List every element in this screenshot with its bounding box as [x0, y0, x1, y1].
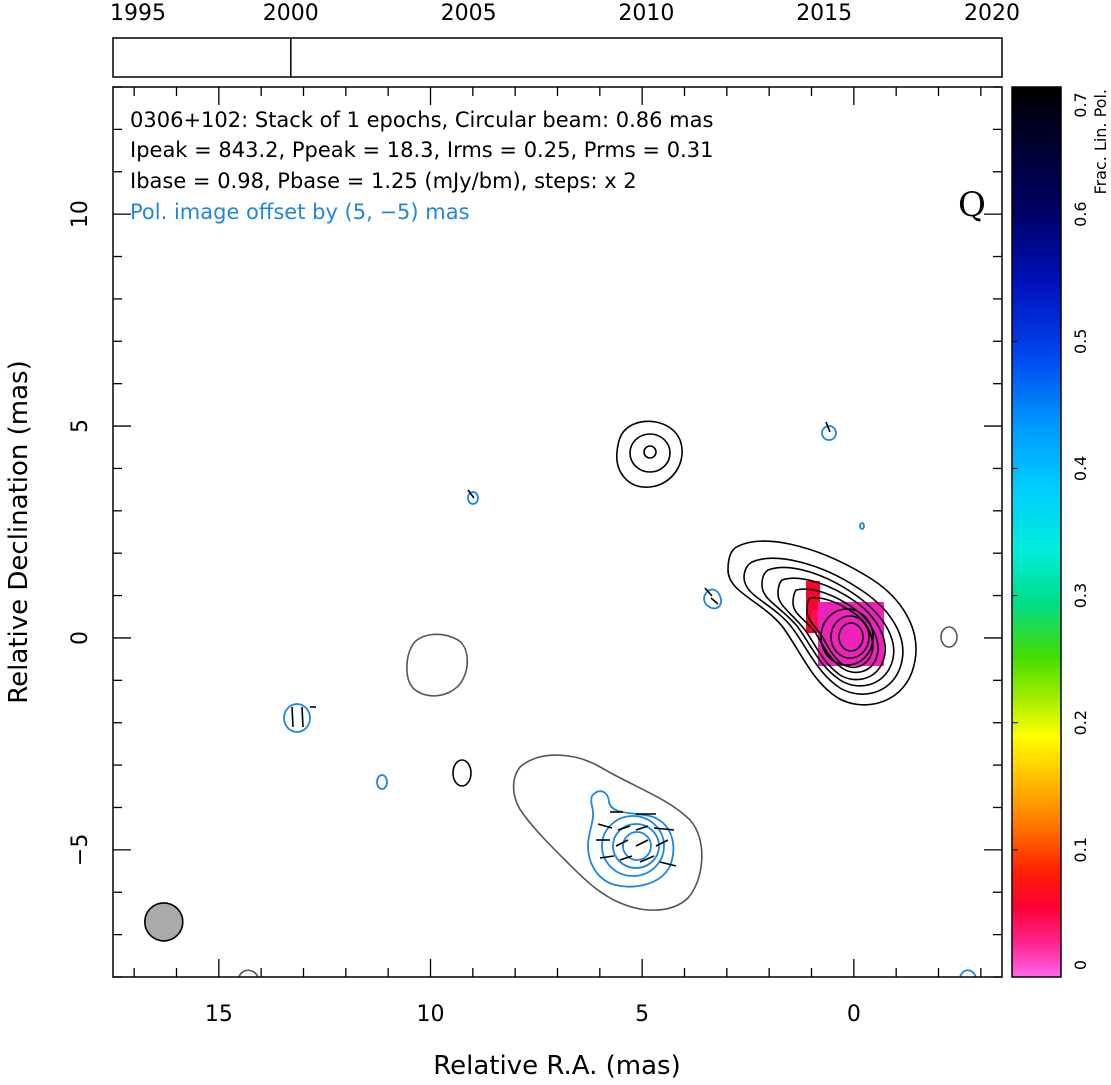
timeline-box — [112, 37, 1003, 78]
evpa-19 — [704, 587, 713, 597]
info-line-1: 0306+102: Stack of 1 epochs, Circular be… — [130, 108, 713, 132]
x-axis-title: Relative R.A. (mas) — [433, 1051, 680, 1081]
y-tick-label: 10 — [68, 200, 93, 228]
colorbar-tick-label: 0 — [1071, 960, 1090, 970]
evpa-15 — [291, 706, 294, 728]
pol-contour-blob-mid — [703, 588, 722, 610]
info-line-3: Ibase = 0.98, Pbase = 1.25 (mJy/bm), ste… — [130, 169, 637, 193]
evpa-21 — [825, 421, 831, 433]
low-level-contours — [238, 626, 958, 977]
pol-contour-blob-top — [467, 491, 479, 505]
colorbar-gradient — [1011, 86, 1062, 978]
core-contour-1 — [727, 540, 917, 706]
evpa-vectors — [291, 421, 831, 867]
evpa-5 — [635, 825, 649, 831]
timeline-year-label: 2015 — [796, 1, 852, 26]
colorbar-ticks: 0 0.1 0.2 0.3 0.4 0.5 0.6 0.7 — [1012, 86, 1090, 978]
polarization-contours — [283, 425, 977, 977]
core-contour-4 — [777, 577, 886, 681]
colorbar-tick-label: 0.4 — [1071, 456, 1090, 481]
core-contour-7 — [820, 608, 874, 666]
evpa-6 — [653, 827, 675, 831]
pol-contour-main-3 — [612, 823, 660, 869]
pol-contour-blob-ne — [821, 425, 837, 441]
y-tick-label: 0 — [68, 631, 93, 645]
evpa-9 — [635, 839, 649, 847]
colorbar-tick-label: 0.3 — [1071, 583, 1090, 608]
north-component-contours — [616, 420, 683, 488]
timeline-year-label: 2005 — [441, 1, 497, 26]
map-panel: 15 10 5 0 10 5 0 −5 Relative R.A. (mas) Relati… — [4, 86, 1003, 1081]
pol-contour-blob-left — [283, 703, 311, 733]
x-tick-label: 5 — [635, 1002, 649, 1027]
y-axis-title: Relative Declination (mas) — [4, 360, 34, 703]
north-contour-2 — [629, 433, 671, 473]
core-contour-9 — [838, 622, 864, 652]
y-tick-label: −5 — [68, 834, 93, 866]
timeline-year-label: 2020 — [964, 1, 1020, 26]
quality-label: Q — [958, 185, 986, 225]
colorbar-tick-label: 0.7 — [1071, 92, 1090, 117]
colorbar-tick-label: 0.2 — [1071, 710, 1090, 735]
colorbar-tick-label: 0.6 — [1071, 201, 1090, 226]
colorbar-tick-label: 0.5 — [1071, 329, 1090, 354]
evpa-4 — [617, 825, 631, 831]
y-tick-labels: 10 5 0 −5 — [68, 200, 93, 866]
pol-contour-main-2 — [601, 815, 665, 877]
axis-ticks — [113, 86, 1002, 978]
info-line-2: Ipeak = 843.2, Ppeak = 18.3, Irms = 0.25… — [130, 138, 713, 162]
north-contour-3 — [643, 445, 657, 459]
x-tick-label: 15 — [205, 1002, 233, 1027]
evpa-13 — [639, 855, 655, 863]
pol-contour-main-1 — [587, 790, 675, 888]
core-contour-2 — [743, 557, 904, 695]
evpa-8 — [615, 839, 629, 847]
timeline-year-label: 2000 — [263, 1, 319, 26]
x-tick-label: 0 — [847, 1002, 861, 1027]
evpa-12 — [619, 855, 633, 861]
x-tick-label: 10 — [417, 1002, 445, 1027]
pol-contour-blob-tiny — [859, 522, 865, 530]
timeline-year-label: 1995 — [110, 1, 166, 26]
north-contour-1 — [616, 420, 683, 488]
pol-contour-main-4 — [622, 831, 652, 861]
core-contour-3 — [761, 566, 895, 687]
map-content — [144, 420, 977, 977]
evpa-11 — [599, 855, 615, 859]
low-contour-bottom-edge — [238, 969, 259, 977]
restoring-beam — [144, 902, 184, 942]
timeline-year-label: 2010 — [618, 1, 674, 26]
evpa-18 — [467, 489, 475, 499]
offset-note: Pol. image offset by (5, −5) mas — [130, 200, 470, 224]
evpa-16 — [301, 706, 304, 728]
y-tick-label: 5 — [68, 419, 93, 433]
pol-contour-blob-small — [376, 774, 388, 790]
colorbar-tick-label: 0.1 — [1071, 837, 1090, 862]
low-contour-west-blob — [940, 626, 958, 648]
evpa-20 — [710, 597, 719, 605]
colorbar-title: Frac. Lin. Pol. — [1091, 89, 1110, 194]
x-tick-labels: 15 10 5 0 — [205, 1002, 861, 1027]
low-contour-middle — [406, 633, 469, 697]
evpa-10 — [655, 839, 669, 847]
epoch-timeline: 1995 2000 2005 2010 2015 2020 — [110, 1, 1020, 78]
evpa-3 — [597, 823, 613, 829]
low-contour-southern — [512, 754, 703, 911]
black-blob-left — [452, 759, 472, 787]
evpa-14 — [659, 861, 677, 867]
pol-contour-bottom-edge — [959, 969, 977, 977]
core-contour-8 — [830, 615, 870, 659]
timeline-year-labels: 1995 2000 2005 2010 2015 2020 — [110, 1, 1020, 26]
colorbar: 0 0.1 0.2 0.3 0.4 0.5 0.6 0.7 Frac. Lin. Pol. — [1011, 86, 1110, 978]
core-contours — [727, 540, 917, 706]
